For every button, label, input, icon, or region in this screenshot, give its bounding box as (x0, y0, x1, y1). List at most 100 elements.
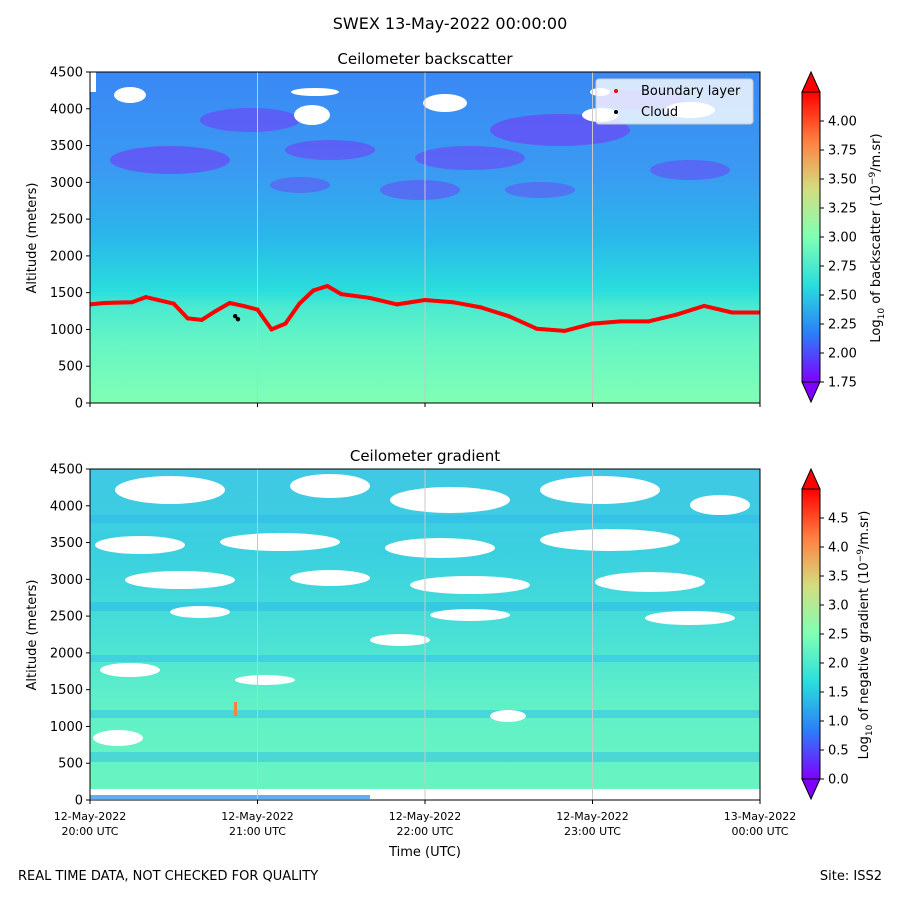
no-data-gap (645, 611, 735, 625)
gradient-xlabel: Time (UTC) (388, 845, 461, 860)
x-gridlines-top (257, 72, 593, 403)
boundary-layer-point (255, 307, 260, 312)
boundary-layer-point (269, 327, 274, 332)
y-tick-label: 0 (75, 794, 83, 809)
colorbar-tick-label: 1.0 (828, 715, 849, 730)
x-tick-label-time: 22:00 UTC (396, 825, 453, 838)
no-data-gap (540, 529, 680, 551)
x-gridlines-bottom (257, 469, 593, 800)
colorbar-tick-label: 1.75 (828, 376, 857, 391)
gradient-panel: 0 500 1000 1500 2000 2500 3000 3500 4000 4500 12-… (25, 447, 796, 860)
y-tick-label: 2000 (50, 249, 83, 264)
y-axis-bottom: 0 500 1000 1500 2000 2500 3000 3500 4000 4500 (50, 463, 90, 809)
no-data-gap (90, 72, 96, 92)
colorbar-tick-label: 2.0 (828, 657, 849, 672)
colorbar-tick-label: 0.5 (828, 744, 849, 759)
colorbar-tick-label: 4.5 (828, 512, 849, 527)
backscatter-colorbar: 1.75 2.00 2.25 2.50 2.75 3.00 3.25 3.50 3.75 4.00… (801, 70, 887, 404)
boundary-layer-point (423, 298, 427, 303)
boundary-layer-point (185, 316, 190, 321)
y-tick-label: 2500 (50, 610, 83, 625)
boundary-layer-point (311, 288, 316, 293)
backscatter-panel: 0 500 1000 1500 2000 2500 3000 3500 4000 4500 Cei… (25, 50, 761, 412)
boundary-layer-point (101, 300, 106, 305)
boundary-layer-point (283, 321, 288, 326)
boundary-layer-point (590, 321, 595, 326)
legend-label-cloud: Cloud (641, 105, 678, 120)
boundary-layer-point (171, 301, 176, 306)
colorbar-extend-max (801, 467, 821, 490)
colorbar-ticks-bottom: 0.0 0.5 1.0 1.5 2.0 2.5 3.0 3.5 4.0 4.5 (820, 512, 849, 788)
boundary-layer-point (450, 300, 455, 305)
boundary-layer-point (395, 302, 400, 307)
boundary-layer-point (646, 319, 651, 324)
colorbar-tick-label: 0.0 (828, 773, 849, 788)
low-backscatter-patch (270, 177, 330, 193)
colorbar-tick-label: 2.00 (828, 347, 857, 362)
backscatter-title: Ceilometer backscatter (337, 50, 513, 68)
x-tick-label-date: 12-May-2022 (389, 810, 461, 823)
colorbar-ramp (801, 91, 821, 383)
colorbar-tick-label: 1.5 (828, 686, 849, 701)
no-data-gap (290, 570, 370, 586)
y-tick-label: 500 (58, 757, 83, 772)
colorbar-extend-min (801, 381, 821, 404)
boundary-layer-point (143, 295, 148, 300)
colorbar-tick-label: 3.75 (828, 144, 857, 159)
y-tick-label: 0 (75, 397, 83, 412)
boundary-layer-point (702, 303, 707, 308)
gradient-colorbar: 0.0 0.5 1.0 1.5 2.0 2.5 3.0 3.5 4.0 4.5 Log10 of … (801, 467, 875, 801)
colorbar-tick-label: 2.25 (828, 318, 857, 333)
boundary-layer-point (227, 300, 232, 305)
y-tick-label: 3500 (50, 139, 83, 154)
no-data-gap (125, 571, 235, 589)
boundary-layer-point (129, 300, 134, 305)
y-tick-label: 1500 (50, 683, 83, 698)
x-axis-bottom: 12-May-2022 20:00 UTC 12-May-2022 21:00 UTC… (54, 800, 796, 838)
y-tick-label: 1500 (50, 286, 83, 301)
colorbar-tick-label: 3.5 (828, 570, 849, 585)
y-tick-label: 1000 (50, 720, 83, 735)
gradient-strip (90, 795, 370, 799)
cloud-series (232, 314, 241, 322)
no-data-gap (390, 487, 510, 513)
colorbar-extend-min (801, 778, 821, 801)
boundary-layer-point (325, 284, 330, 289)
colorbar-ticks-top: 1.75 2.00 2.25 2.50 2.75 3.00 3.25 3.50 3.75 4.00 (820, 115, 857, 391)
colorbar-tick-label: 4.00 (828, 115, 857, 130)
colorbar-tick-label: 3.50 (828, 173, 857, 188)
no-data-gap (294, 105, 330, 125)
boundary-layer-point (562, 328, 567, 333)
no-data-gap (115, 476, 225, 504)
y-tick-label: 500 (58, 360, 83, 375)
boundary-layer-point (618, 319, 623, 324)
low-backscatter-patch (650, 160, 730, 180)
boundary-layer-point (478, 305, 483, 310)
low-backscatter-patch (200, 108, 300, 132)
y-tick-label: 2000 (50, 646, 83, 661)
legend-marker-cloud (614, 110, 618, 114)
no-data-gap (410, 576, 530, 594)
boundary-layer-point (199, 317, 204, 322)
no-data-gap (690, 495, 750, 515)
cloud-point (232, 314, 238, 319)
cloud-point (235, 316, 241, 322)
y-tick-label: 4000 (50, 102, 83, 117)
legend-marker-boundary-layer (614, 89, 618, 93)
low-backscatter-patch (505, 182, 575, 198)
y-axis-top: 0 500 1000 1500 2000 2500 3000 3500 4000 4500 (50, 66, 90, 412)
y-tick-label: 4500 (50, 66, 83, 81)
quality-disclaimer: REAL TIME DATA, NOT CHECKED FOR QUALITY (18, 869, 319, 884)
colorbar-ramp (801, 488, 821, 780)
colorbar-tick-label: 3.25 (828, 202, 857, 217)
site-label: Site: ISS2 (819, 869, 882, 884)
no-data-gap (540, 476, 660, 504)
x-tick-label-date: 12-May-2022 (54, 810, 126, 823)
y-tick-label: 4000 (50, 499, 83, 514)
x-tick-label-time: 00:00 UTC (731, 825, 788, 838)
low-backscatter-patch (380, 180, 460, 200)
boundary-layer-point (297, 301, 302, 306)
backscatter-texture (90, 72, 730, 200)
no-data-gap (291, 88, 339, 96)
